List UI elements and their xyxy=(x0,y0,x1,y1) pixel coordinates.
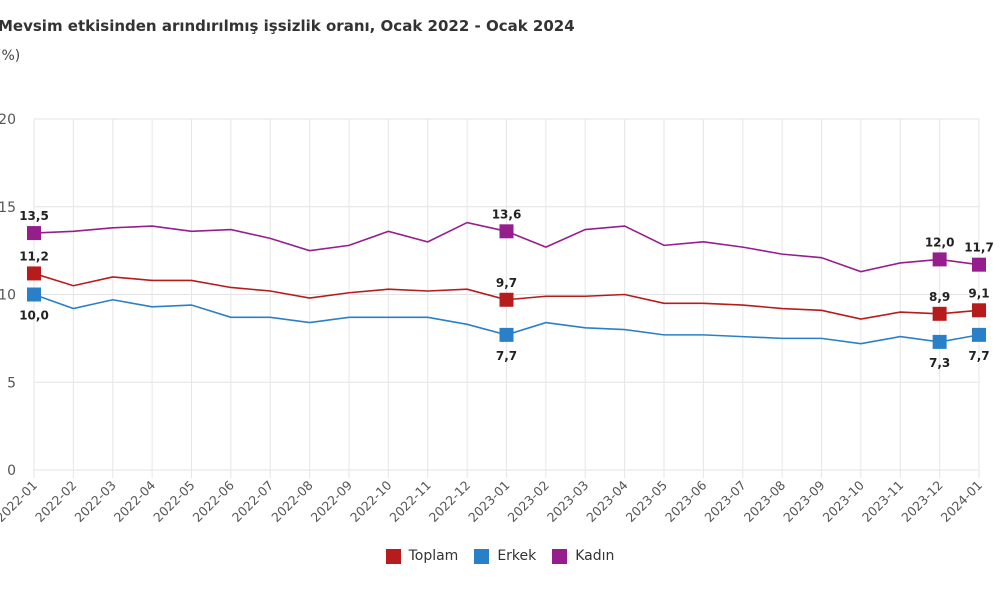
legend-label: Kadın xyxy=(575,548,615,564)
y-axis-ticks: 0 5 10 15 20 xyxy=(0,112,16,479)
data-point-marker-kadın xyxy=(932,252,947,267)
chart-subtitle: (%) xyxy=(0,48,21,64)
x-tick-label: 2022-12 xyxy=(426,478,474,526)
data-label: 7,7 xyxy=(496,349,517,363)
chart-title: Mevsim etkisinden arındırılmış işsizlik … xyxy=(0,17,575,35)
data-point-marker-toplam xyxy=(499,292,514,307)
data-label: 7,7 xyxy=(968,349,989,363)
legend-item-toplam[interactable]: Toplam xyxy=(385,548,459,564)
data-label: 13,6 xyxy=(492,207,522,221)
x-tick-label: 2022-11 xyxy=(386,478,434,526)
data-label: 11,7 xyxy=(964,241,994,255)
x-tick-label: 2023-11 xyxy=(859,478,907,526)
x-tick-label: 2023-10 xyxy=(819,477,867,525)
y-tick-label: 20 xyxy=(0,112,16,128)
legend-label: Erkek xyxy=(497,548,537,564)
legend-label: Toplam xyxy=(408,548,459,564)
x-tick-label: 2022-04 xyxy=(111,477,159,525)
y-tick-label: 5 xyxy=(7,375,16,391)
x-tick-label: 2022-09 xyxy=(308,477,356,525)
legend-swatch xyxy=(552,548,568,564)
legend-swatch xyxy=(474,548,490,564)
x-tick-label: 2023-08 xyxy=(741,477,789,525)
data-label: 12,0 xyxy=(925,235,955,249)
data-label: 10,0 xyxy=(19,309,49,323)
series-markers xyxy=(27,224,986,349)
x-tick-label: 2022-08 xyxy=(268,477,316,525)
x-tick-label: 2023-06 xyxy=(662,477,710,525)
x-tick-label: 2024-01 xyxy=(938,478,986,526)
data-label: 9,7 xyxy=(496,276,517,290)
data-label: 13,5 xyxy=(19,209,49,223)
x-tick-label: 2023-02 xyxy=(504,478,552,526)
data-point-marker-kadın xyxy=(972,257,986,272)
x-tick-label: 2023-01 xyxy=(465,478,513,526)
x-tick-label: 2023-12 xyxy=(898,478,946,526)
y-tick-label: 10 xyxy=(0,288,16,304)
data-point-marker-toplam xyxy=(27,266,41,281)
data-point-marker-erkek xyxy=(499,327,514,342)
data-labels: 11,2 9,7 8,9 9,1 10,0 7,7 7,3 7,7 13,5 13,6 12,0 11… xyxy=(19,207,994,370)
x-tick-label: 2023-04 xyxy=(583,477,631,525)
y-tick-label: 15 xyxy=(0,200,16,216)
x-tick-label: 2023-07 xyxy=(701,478,749,526)
x-tick-label: 2022-07 xyxy=(229,478,277,526)
data-point-marker-erkek xyxy=(932,334,947,349)
data-point-marker-toplam xyxy=(972,303,986,318)
data-point-marker-erkek xyxy=(972,327,986,342)
y-tick-label: 0 xyxy=(7,463,16,479)
legend: Toplam Erkek Kadın xyxy=(0,548,1000,564)
x-axis-ticks: 2022-012022-022022-032022-042022-052022-… xyxy=(0,477,985,525)
x-tick-label: 2023-05 xyxy=(623,478,671,526)
x-tick-label: 2022-03 xyxy=(71,478,119,526)
data-label: 8,9 xyxy=(929,290,950,304)
x-tick-label: 2022-05 xyxy=(150,478,198,526)
legend-item-kadın[interactable]: Kadın xyxy=(552,548,614,564)
x-tick-label: 2023-09 xyxy=(780,477,828,525)
x-tick-label: 2023-03 xyxy=(544,478,592,526)
data-point-marker-kadın xyxy=(499,224,514,239)
data-label: 9,1 xyxy=(968,286,989,300)
legend-swatch xyxy=(385,548,401,564)
x-tick-label: 2022-06 xyxy=(189,477,237,525)
x-tick-label: 2022-02 xyxy=(32,478,80,526)
data-point-marker-kadın xyxy=(27,226,41,241)
data-label: 11,2 xyxy=(19,249,49,263)
x-tick-label: 2022-10 xyxy=(347,477,395,525)
data-label: 7,3 xyxy=(929,356,950,370)
data-point-marker-erkek xyxy=(27,287,41,302)
grid-lines xyxy=(33,118,980,478)
data-point-marker-toplam xyxy=(932,306,947,321)
legend-item-erkek[interactable]: Erkek xyxy=(474,548,536,564)
